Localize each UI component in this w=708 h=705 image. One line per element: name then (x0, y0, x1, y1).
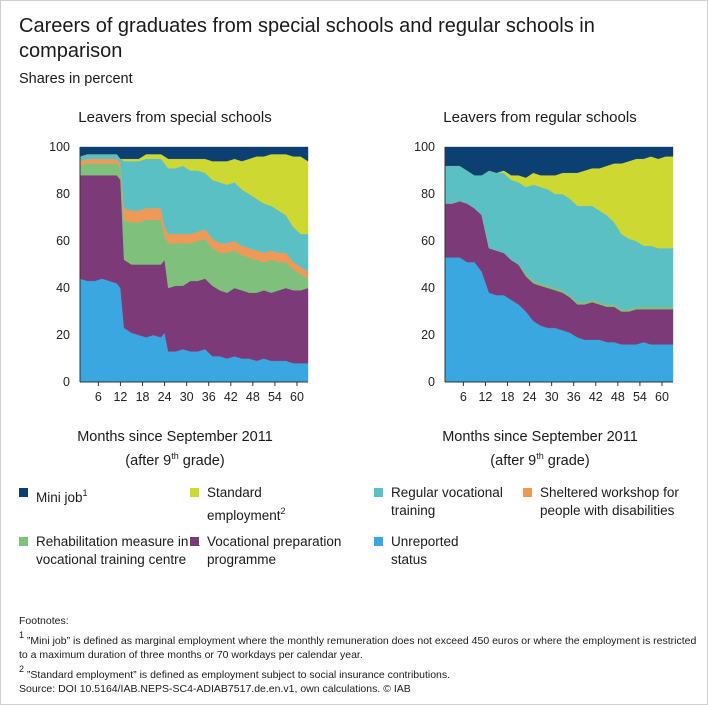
x-tick-label: 30 (545, 390, 559, 404)
footnotes: Footnotes: 1 ”Mini job” is defined as ma… (19, 614, 699, 696)
y-tick-label: 100 (49, 140, 70, 154)
legend-swatch (523, 488, 532, 497)
y-tick-label: 100 (414, 140, 435, 154)
x-axis-label-line2: (after 9th grade) (125, 451, 225, 469)
y-tick-label: 40 (421, 281, 435, 295)
x-axis-label-special: Months since September 2011 (after 9th g… (25, 428, 325, 471)
y-tick-label: 0 (428, 375, 435, 389)
y-tick-label: 20 (421, 328, 435, 342)
chart-title: Careers of graduates from special school… (19, 15, 595, 62)
x-axis-label-regular: Months since September 2011 (after 9th g… (390, 428, 690, 471)
panel-title-regular: Leavers from regular schools (443, 109, 637, 126)
area-mini_job (444, 146, 674, 178)
y-tick-label: 80 (56, 187, 70, 201)
x-tick-label: 6 (95, 390, 102, 404)
x-tick-label: 60 (290, 390, 304, 404)
x-tick-label: 36 (202, 390, 216, 404)
y-tick-label: 40 (56, 281, 70, 295)
x-axis-label-line1: Months since September 2011 (442, 429, 638, 445)
legend-swatch (374, 537, 383, 546)
x-tick-label: 12 (113, 390, 127, 404)
legend-swatch (19, 488, 28, 497)
y-tick-label: 0 (63, 375, 70, 389)
legend-swatch (190, 488, 199, 497)
area-mini_job (79, 146, 309, 162)
area-chart-regular-schools: 0 20 40 60 80 100 6 12 18 24 30 36 42 48 54 60 (414, 140, 674, 404)
panel-title-special: Leavers from special schools (78, 109, 272, 126)
x-tick-label: 60 (655, 390, 669, 404)
footnote-1: 1 ”Mini job” is defined as marginal empl… (19, 630, 697, 661)
x-tick-label: 54 (268, 390, 282, 404)
x-tick-label: 18 (136, 390, 150, 404)
footnote-2: 2 ”Standard employment” is defined as em… (19, 664, 451, 681)
y-tick-label: 60 (56, 234, 70, 248)
x-tick-label: 30 (180, 390, 194, 404)
x-tick-label: 24 (523, 390, 537, 404)
chart-subtitle: Shares in percent (19, 71, 133, 87)
x-axis-label-line1: Months since September 2011 (77, 429, 273, 445)
x-tick-label: 54 (633, 390, 647, 404)
footnotes-heading: Footnotes: (19, 615, 69, 627)
y-tick-label: 20 (56, 328, 70, 342)
legend-swatch (374, 488, 383, 497)
x-tick-label: 48 (611, 390, 625, 404)
legend-swatch (190, 537, 199, 546)
x-tick-label: 24 (158, 390, 172, 404)
legend-swatch (19, 537, 28, 546)
x-axis-label-line2: (after 9th grade) (490, 451, 590, 469)
x-tick-label: 42 (224, 390, 238, 404)
x-tick-label: 18 (501, 390, 515, 404)
y-tick-label: 80 (421, 187, 435, 201)
y-tick-label: 60 (421, 234, 435, 248)
x-tick-label: 42 (589, 390, 603, 404)
x-tick-label: 6 (460, 390, 467, 404)
area-chart-special-schools: 0 20 40 60 80 100 6 12 18 24 30 36 42 48 54 60 (49, 140, 309, 404)
source-note: Source: DOI 10.5164/IAB.NEPS-SC4-ADIAB75… (19, 683, 411, 695)
x-tick-label: 48 (246, 390, 260, 404)
x-tick-label: 36 (567, 390, 581, 404)
x-tick-label: 12 (478, 390, 492, 404)
